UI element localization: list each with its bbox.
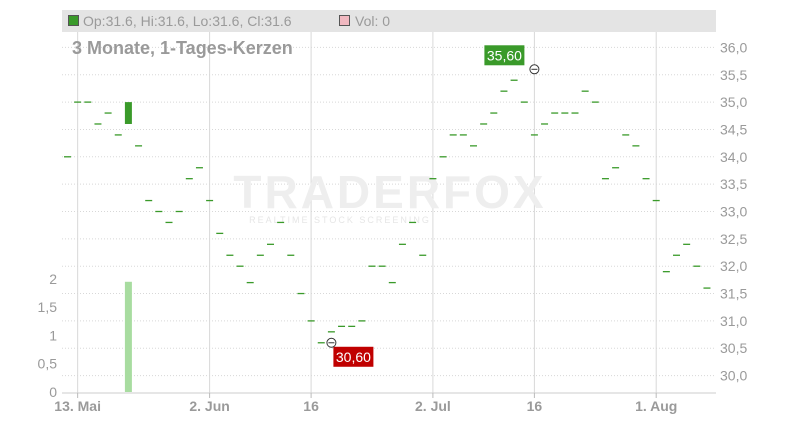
volume-layer: [124, 281, 132, 392]
x-tick-label: 16: [527, 398, 543, 414]
x-tick-label: 1. Aug: [635, 398, 677, 414]
volume-swatch-icon: [339, 15, 350, 26]
price-tick-label: 35,0: [720, 94, 747, 110]
chart-subtitle: 3 Monate, 1-Tages-Kerzen: [72, 38, 293, 58]
volume-bar: [124, 281, 132, 392]
annotation-layer: 35,60 30,60: [326, 45, 540, 367]
high-price-badge: [484, 45, 525, 66]
traderfox-watermark: TRADERFOX REALTIME STOCK SCREENING: [233, 166, 546, 225]
volume-label: Vol: 0: [355, 13, 391, 29]
volume-tick-label: 1: [49, 327, 57, 343]
high-price-label: 35,60: [487, 47, 522, 63]
watermark-brand: TRADERFOX: [233, 166, 546, 218]
volume-tick-label: 0,5: [38, 356, 58, 372]
volume-tick-label: 2: [49, 271, 57, 287]
x-tick-label: 16: [303, 398, 319, 414]
axis-layer: 36,0 35,5 35,0 34,5 34,0 33,5 33,0 32,5 32,0 31,5…: [38, 39, 748, 414]
low-price-label: 30,60: [336, 349, 371, 365]
watermark-tagline: REALTIME STOCK SCREENING: [249, 215, 431, 225]
price-tick-label: 32,0: [720, 258, 747, 274]
price-tick-label: 30,0: [720, 368, 747, 384]
x-tick-label: 13. Mai: [54, 398, 101, 414]
volume-tick-label: 0: [49, 384, 57, 400]
price-tick-label: 34,0: [720, 149, 747, 165]
price-tick-label: 36,0: [720, 39, 747, 55]
price-tick-label: 34,5: [720, 121, 747, 137]
price-tick-label: 30,5: [720, 340, 747, 356]
price-tick-label: 33,5: [720, 176, 747, 192]
candle: [124, 102, 132, 124]
x-tick-label: 2. Jul: [415, 398, 451, 414]
price-tick-label: 31,5: [720, 286, 747, 302]
ohlc-info-bar: Op:31.6, Hi:31.6, Lo:31.6, Cl:31.6 Vol: …: [62, 10, 716, 32]
ohlc-swatch-icon: [68, 15, 79, 26]
price-tick-label: 32,5: [720, 231, 747, 247]
price-tick-label: 35,5: [720, 67, 747, 83]
volume-tick-label: 1,5: [38, 299, 58, 315]
ohlc-label: Op:31.6, Hi:31.6, Lo:31.6, Cl:31.6: [83, 13, 292, 29]
grid-layer: [62, 10, 716, 394]
x-tick-label: 2. Jun: [189, 398, 229, 414]
price-tick-label: 31,0: [720, 313, 747, 329]
candle-layer: [64, 79, 711, 344]
price-tick-label: 33,0: [720, 204, 747, 220]
low-price-badge: [333, 346, 374, 367]
